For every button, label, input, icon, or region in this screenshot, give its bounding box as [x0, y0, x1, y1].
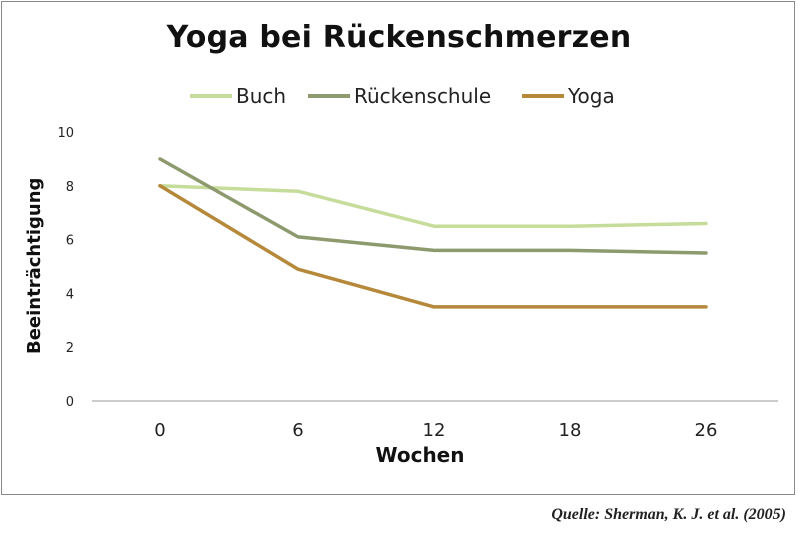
series-line-yoga — [158, 184, 708, 309]
y-tick-label: 6 — [66, 234, 74, 249]
x-tick-label: 6 — [292, 420, 303, 441]
x-tick-label: 12 — [423, 420, 446, 441]
legend-item-rueckenschule: Rückenschule — [308, 82, 491, 110]
legend-swatch-yoga — [522, 94, 564, 98]
legend-item-buch: Buch — [190, 82, 286, 110]
legend-swatch-buch — [190, 94, 232, 98]
legend-label-rueckenschule: Rückenschule — [354, 84, 492, 108]
x-tick-label: 0 — [154, 420, 165, 441]
source-citation: Quelle: Sherman, K. J. et al. (2005) — [551, 506, 786, 523]
series-line-buch — [158, 184, 708, 228]
legend-label-yoga: Yoga — [568, 84, 615, 108]
legend-swatch-rueckenschule — [308, 94, 350, 98]
chart-title: Yoga bei Rückenschmerzen — [166, 20, 632, 55]
x-tick-label: 26 — [695, 420, 718, 441]
x-tick-label: 18 — [559, 420, 582, 441]
y-tick-label: 2 — [66, 341, 74, 356]
x-axis-label: Wochen — [375, 443, 465, 467]
legend-item-yoga: Yoga — [522, 82, 615, 110]
series-line-r-ckenschule — [158, 157, 708, 255]
y-tick-label: 8 — [66, 180, 74, 195]
y-tick-label: 0 — [66, 395, 74, 410]
y-tick-label: 10 — [57, 126, 74, 141]
chart-frame: Yoga bei Rückenschmerzen Buch Rückenschu… — [1, 1, 795, 495]
y-tick-label: 4 — [66, 287, 74, 302]
legend: Buch Rückenschule Yoga — [2, 82, 796, 110]
legend-label-buch: Buch — [236, 84, 287, 108]
